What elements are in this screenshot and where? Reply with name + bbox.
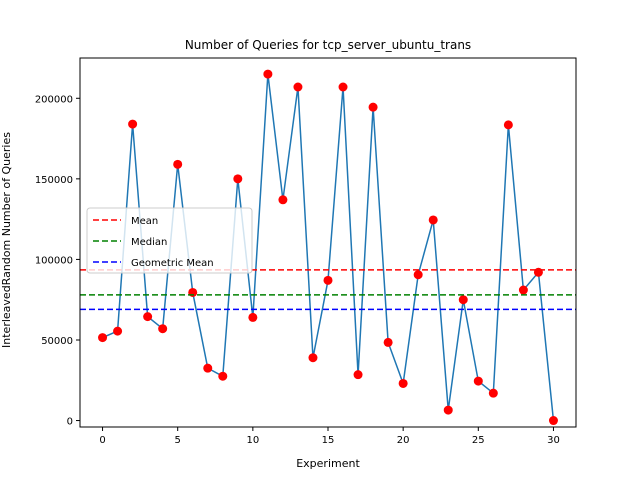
x-tick-label: 30 (547, 435, 560, 446)
x-axis-title: Experiment (296, 457, 360, 470)
data-point (203, 363, 213, 373)
data-point (398, 378, 408, 388)
x-tick-label: 10 (246, 435, 259, 446)
y-tick-label: 0 (67, 417, 73, 428)
data-point (518, 285, 528, 295)
legend-label: Median (131, 237, 167, 248)
data-point (113, 326, 123, 336)
legend-box (86, 207, 253, 274)
data-point (458, 295, 468, 305)
legend: Mean Median Geometric Mean (86, 207, 253, 274)
y-tick-label: 50000 (41, 336, 73, 347)
data-point (473, 376, 483, 386)
data-point (98, 333, 108, 343)
data-point (143, 312, 153, 322)
data-point (323, 275, 333, 285)
x-tick-label: 25 (472, 435, 485, 446)
data-point (248, 312, 258, 322)
data-point (263, 69, 273, 79)
y-tick-label: 200000 (35, 94, 73, 105)
data-point (173, 159, 183, 169)
y-axis: 0 50000 100000 150000 200000 (35, 94, 80, 428)
legend-label: Geometric Mean (131, 258, 214, 269)
data-point (308, 353, 318, 363)
data-point (383, 337, 393, 347)
x-tick-label: 0 (99, 435, 105, 446)
y-axis-title: InterleavedRandom Number of Queries (0, 132, 13, 348)
data-point (488, 388, 498, 398)
data-point (443, 405, 453, 415)
data-point (158, 324, 168, 334)
y-tick-label: 150000 (35, 175, 73, 186)
x-tick-label: 15 (322, 435, 335, 446)
x-tick-label: 20 (397, 435, 410, 446)
data-point (233, 174, 243, 184)
x-axis: 0 5 10 15 20 25 30 (99, 427, 560, 446)
data-point (338, 82, 348, 92)
data-point (293, 82, 303, 92)
chart-title: Number of Queries for tcp_server_ubuntu_… (185, 38, 471, 52)
data-point (413, 270, 423, 280)
data-point (353, 370, 363, 380)
data-point (428, 215, 438, 225)
data-point (368, 102, 378, 112)
legend-label: Mean (131, 216, 158, 227)
x-tick-label: 5 (175, 435, 181, 446)
data-point (218, 371, 228, 381)
data-point (548, 416, 558, 426)
series-layer (98, 69, 558, 426)
y-tick-label: 100000 (35, 255, 73, 266)
data-point (278, 195, 288, 205)
data-point (503, 120, 513, 130)
data-point (128, 119, 138, 129)
